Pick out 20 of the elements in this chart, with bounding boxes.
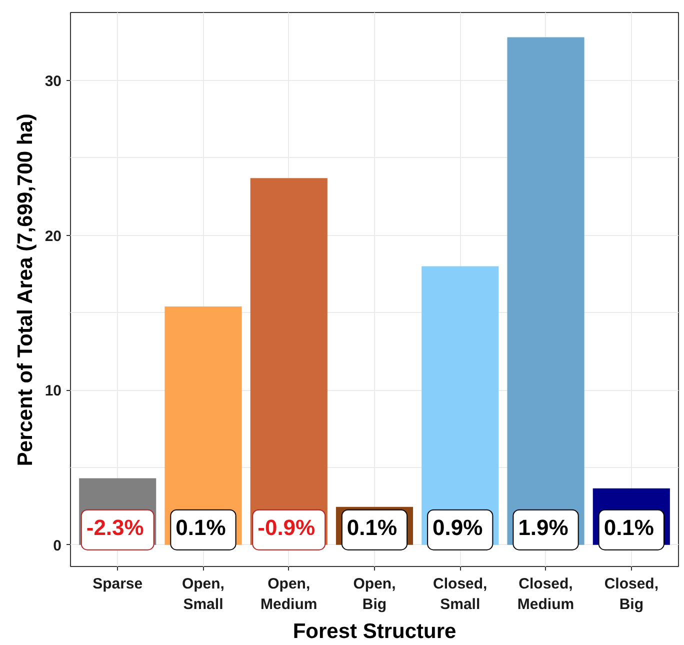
x-tick-label: Closed, Medium [517,576,574,613]
y-tick-label: 10 [44,382,62,400]
annotation: 0.1% [604,514,654,540]
annotation: 0.1% [346,514,398,540]
y-tick-label: 0 [53,537,62,554]
x-tick-label: Closed, Big [604,576,658,613]
y-tick-label: 30 [44,73,62,90]
annotation: 0.1% [176,514,226,540]
annotation: -0.9% [258,514,316,540]
y-axis-title: Percent of Total Area (7,699,700 ha) [14,114,37,466]
annotation: 0.9% [432,514,483,540]
y-tick-label: 20 [44,228,62,245]
x-tick-label: Open, Big [353,576,396,613]
x-tick-label: Open, Small [182,576,224,613]
x-axis-title: Forest Structure [292,620,456,643]
x-tick-label: Open, Medium [260,576,318,613]
annotation: 1.9% [518,514,568,540]
x-tick-label: Closed, Small [433,576,488,613]
x-tick-label: Sparse [92,576,143,592]
annotation: -2.3% [86,514,144,540]
